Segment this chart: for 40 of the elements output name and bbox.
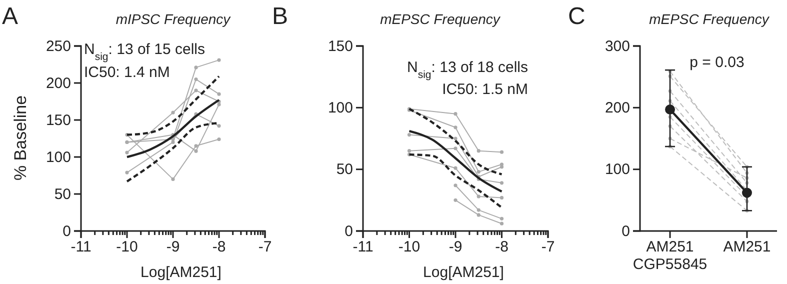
y-tick-label: 200	[604, 99, 630, 116]
x-tick-label: AM251	[723, 238, 771, 256]
annotation: IC50: 1.5 nM	[442, 81, 528, 98]
y-tick-label: 250	[46, 38, 71, 55]
x-tick-label: -10	[116, 238, 138, 256]
y-axis-title: % Baseline	[11, 95, 30, 181]
annotation: N$_{sig}$: 13 of 18 cells	[406, 59, 528, 81]
y-tick-label: 100	[46, 148, 71, 166]
x-tick-label: -9	[166, 238, 180, 256]
annotation: p = 0.03	[690, 54, 744, 71]
text: C	[568, 3, 586, 30]
x-tick-label: -9	[448, 238, 462, 256]
y-tick-label: 150	[328, 38, 353, 55]
y-tick-label: 100	[604, 161, 630, 178]
text: A	[2, 3, 18, 30]
y-tick-label: 0	[344, 222, 353, 240]
y-tick-label: 0	[62, 222, 71, 240]
annotation: IC50: 1.4 nM	[84, 64, 170, 81]
chart-title: mIPSC Frequency	[116, 11, 232, 27]
x-axis-title: Log[AM251]	[423, 264, 504, 281]
x-tick-label: -11	[70, 238, 92, 256]
x-tick-label: AM251 CGP55845	[632, 238, 708, 273]
chart-title: mEPSC Frequency	[649, 11, 770, 27]
x-tick-label: -7	[258, 238, 272, 256]
y-tick-label: 300	[604, 38, 630, 55]
x-tick-label: -7	[541, 238, 555, 256]
y-tick-label: 50	[54, 186, 71, 203]
y-tick-label: 50	[336, 161, 353, 178]
y-tick-label: 100	[328, 99, 353, 116]
x-tick-label: -8	[495, 238, 508, 256]
x-axis-title: Log[AM251]	[140, 264, 222, 281]
chart-title: mEPSC Frequency	[380, 11, 501, 27]
y-tick-label: 150	[46, 112, 71, 129]
x-tick-label: -8	[212, 238, 226, 256]
x-tick-label: -10	[398, 238, 420, 256]
y-tick-label: 0	[622, 222, 630, 240]
annotation: N$_{sig}$: 13 of 15 cells	[84, 41, 206, 63]
text: B	[272, 3, 288, 30]
x-tick-label: -11	[352, 238, 374, 256]
y-tick-label: 200	[46, 74, 71, 92]
